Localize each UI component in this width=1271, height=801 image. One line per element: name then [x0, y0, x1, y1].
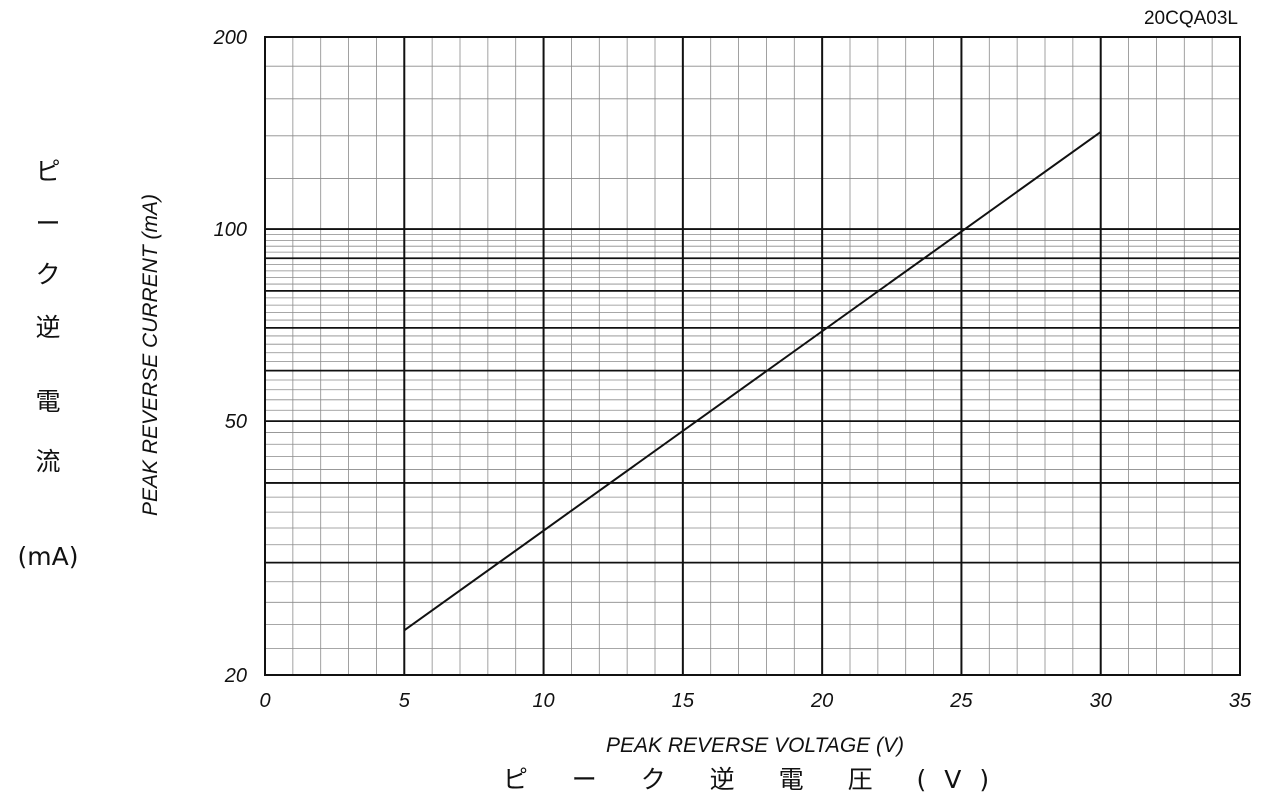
- tick-labels: 0 5 10 15 20 25 30 35 20 50 100 200: [213, 27, 1252, 712]
- plot-frame: [264, 36, 1241, 676]
- y-tick-label: 20: [224, 665, 247, 687]
- x-tick-label: 5: [399, 690, 411, 712]
- y-axis-label-japanese-char: (mA): [18, 542, 79, 571]
- y-axis-label-japanese-char: 逆: [35, 313, 60, 342]
- y-tick-label: 100: [214, 219, 247, 241]
- y-tick-label: 200: [213, 27, 247, 49]
- y-axis-label: PEAK REVERSE CURRENT (mA): [139, 194, 162, 516]
- series-layer: [403, 131, 1102, 632]
- x-tick-label: 0: [259, 690, 270, 712]
- model-label: 20CQA03L: [1144, 8, 1238, 29]
- x-tick-label: 10: [532, 690, 554, 712]
- y-axis-label-japanese-char: ク: [35, 260, 60, 289]
- x-tick-label: 30: [1090, 690, 1112, 712]
- minor-grid: [265, 37, 1240, 675]
- major-grid: [265, 37, 1240, 675]
- y-axis-label-japanese-char: ピ: [35, 157, 60, 186]
- x-tick-label: 15: [672, 690, 695, 712]
- y-axis-label-japanese-char: 電: [35, 387, 60, 416]
- y-axis-label-japanese-char: ー: [35, 209, 60, 238]
- y-axis-label-japanese-char: 流: [35, 447, 60, 476]
- x-tick-label: 20: [810, 690, 833, 712]
- x-tick-label: 25: [949, 690, 973, 712]
- series-line: [403, 131, 1102, 632]
- x-tick-label: 35: [1229, 690, 1252, 712]
- x-axis-label: PEAK REVERSE VOLTAGE (V): [606, 734, 904, 757]
- y-tick-label: 50: [225, 411, 247, 433]
- x-axis-label-japanese: ピ ー ク 逆 電 圧 (V): [503, 765, 1007, 794]
